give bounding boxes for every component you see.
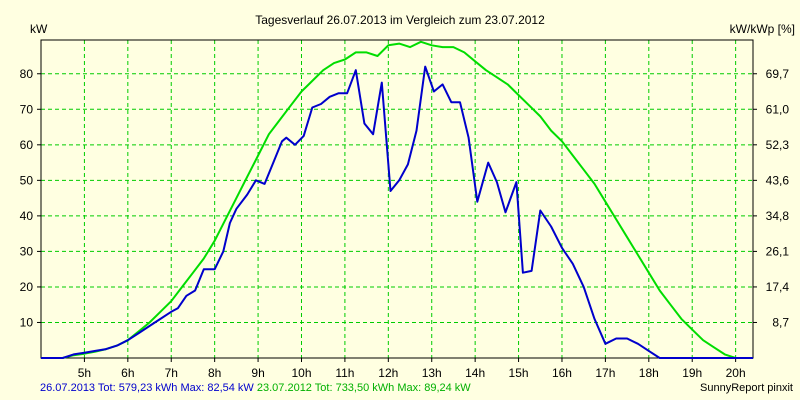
y-tick-label-left: 40 (20, 209, 34, 223)
x-tick-label: 18h (639, 366, 659, 380)
y-tick-label-left: 70 (20, 102, 34, 116)
series-line-2012 (41, 40, 753, 359)
series-line-2013 (41, 65, 753, 359)
footer-blue-stats: 26.07.2013 Tot: 579,23 kWh Max: 82,54 kW (40, 382, 254, 394)
x-tick-label: 13h (422, 366, 442, 380)
x-tick-label: 12h (378, 366, 398, 380)
y-tick-label-right: 34,8 (766, 209, 790, 223)
y-tick-label-left: 20 (20, 280, 34, 294)
plot-area (41, 40, 753, 358)
x-tick-label: 14h (465, 366, 485, 380)
y-tick-label-left: 10 (20, 315, 34, 329)
series-group (41, 40, 753, 359)
ticks: 5h 6h 7h 8h 9h 10h 11h 12h 13h 14h 15h 16h 17h 18h 19h… (20, 67, 790, 380)
x-tick-label: 16h (552, 366, 572, 380)
footer-stats: 26.07.2013 Tot: 579,23 kWh Max: 82,54 kW… (40, 382, 471, 394)
y-tick-label-left: 30 (20, 244, 34, 258)
y-axis-label-right: kW/kWp [%] (730, 22, 795, 36)
plot-frame (40, 39, 754, 359)
footer-credit: SunnyReport pinxit (700, 382, 793, 394)
footer-green-stats: 23.07.2012 Tot: 733,50 kWh Max: 89,24 kW (256, 382, 471, 394)
x-tick-label: 5h (78, 366, 91, 380)
y-tick-label-right: 43,6 (766, 173, 790, 187)
x-tick-label: 7h (165, 366, 178, 380)
y-tick-label-right: 52,3 (766, 138, 790, 152)
y-tick-label-left: 50 (20, 173, 34, 187)
x-tick-label: 8h (208, 366, 221, 380)
y-tick-label-left: 80 (20, 67, 34, 81)
x-tick-label: 6h (121, 366, 134, 380)
y-tick-label-right: 8,7 (772, 315, 789, 329)
x-tick-label: 19h (682, 366, 702, 380)
x-tick-label: 20h (726, 366, 746, 380)
y-tick-label-right: 61,0 (766, 102, 790, 116)
x-tick-label: 10h (291, 366, 311, 380)
y-tick-label-right: 26,1 (766, 244, 790, 258)
y-tick-label-left: 60 (20, 138, 34, 152)
x-tick-label: 9h (251, 366, 264, 380)
x-tick-label: 15h (509, 366, 529, 380)
x-tick-label: 17h (595, 366, 615, 380)
chart-title: Tagesverlauf 26.07.2013 im Vergleich zum… (255, 13, 545, 27)
y-axis-label-left: kW (30, 22, 48, 36)
y-tick-label-right: 17,4 (766, 280, 790, 294)
y-tick-label-right: 69,7 (766, 67, 790, 81)
x-tick-label: 11h (335, 366, 354, 380)
